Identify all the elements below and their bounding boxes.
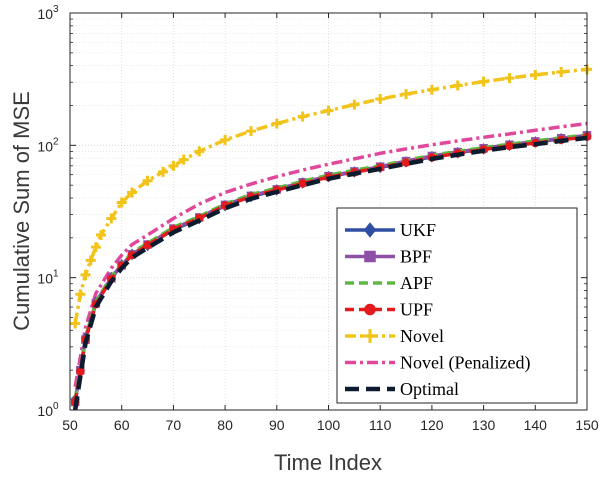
axis-ticks	[69, 12, 588, 411]
x-tick-label: 150	[575, 417, 599, 433]
data-point	[504, 73, 515, 84]
data-point	[90, 242, 101, 253]
y-tick-label: 102	[37, 136, 59, 154]
data-point	[168, 160, 179, 171]
legend-marker	[364, 303, 376, 316]
series-novel-penalized	[73, 121, 588, 388]
data-point	[245, 126, 256, 137]
data-point	[375, 93, 386, 104]
x-tick-label: 50	[62, 417, 78, 433]
y-tick-exponent: 0	[53, 401, 59, 412]
legend-item: UPF	[345, 300, 433, 320]
series-novel	[70, 64, 592, 329]
y-tick-exponent: 1	[53, 269, 59, 280]
legend-marker	[363, 329, 377, 343]
legend: UKF BPF APF UPF Novel Novel (Penalized) Optima…	[336, 207, 578, 404]
series-line	[73, 121, 588, 388]
data-point	[116, 197, 127, 208]
series-line	[72, 135, 588, 411]
data-point	[556, 67, 567, 78]
y-tick-base: 10	[37, 271, 53, 287]
x-tick-label: 130	[472, 417, 496, 433]
legend-label: Optimal	[400, 379, 459, 399]
legend-label: UPF	[400, 300, 433, 320]
y-tick-label: 103	[37, 4, 59, 22]
data-point	[142, 175, 153, 186]
legend-item: UKF	[345, 220, 436, 240]
data-point	[298, 179, 307, 188]
legend-marker	[364, 250, 376, 263]
x-tick-label: 110	[369, 417, 392, 433]
legend-item: Novel (Penalized)	[345, 353, 530, 374]
x-tick-label: 60	[114, 417, 130, 433]
y-tick-base: 10	[37, 6, 53, 22]
data-point	[85, 255, 96, 266]
legend-label: BPF	[400, 247, 432, 267]
data-point	[505, 141, 514, 151]
y-tick-exponent: 3	[53, 4, 59, 15]
legend-item: APF	[345, 273, 433, 293]
legend-label: UKF	[400, 220, 436, 240]
x-tick-label: 100	[317, 417, 341, 433]
x-tick-labels: 50 60 70 80 90 100 110 120 130 140 150	[62, 417, 599, 433]
legend-label: Novel	[400, 326, 444, 346]
data-point	[75, 289, 86, 300]
x-axis-label: Time Index	[274, 450, 382, 475]
data-point	[178, 154, 189, 165]
data-point	[349, 99, 360, 110]
legend-label: APF	[400, 273, 433, 293]
data-point	[106, 213, 117, 224]
data-point	[220, 134, 231, 145]
legend-box	[336, 207, 578, 404]
y-tick-base: 10	[37, 138, 53, 154]
data-point	[80, 269, 91, 280]
data-point	[127, 187, 138, 198]
data-point	[297, 111, 308, 122]
data-point	[143, 240, 152, 250]
x-tick-label: 120	[420, 417, 444, 433]
data-point	[401, 89, 412, 100]
x-tick-label: 70	[166, 417, 182, 433]
x-tick-label: 80	[217, 417, 233, 433]
legend-item: BPF	[345, 247, 432, 267]
data-point	[530, 69, 541, 80]
legend-item: Optimal	[345, 379, 459, 399]
data-point	[452, 80, 463, 91]
data-point	[401, 158, 411, 167]
data-point	[96, 230, 107, 241]
y-tick-label: 100	[37, 401, 59, 419]
data-point	[158, 166, 169, 177]
data-point	[323, 105, 334, 116]
y-tick-exponent: 2	[53, 136, 59, 147]
data-point	[70, 318, 81, 329]
y-tick-base: 10	[37, 403, 53, 419]
data-point	[426, 84, 437, 95]
data-point	[271, 118, 282, 129]
data-point	[478, 76, 489, 87]
y-tick-label: 101	[37, 269, 59, 287]
legend-item: Novel	[345, 326, 444, 346]
series-optimal	[72, 135, 588, 411]
legend-label: Novel (Penalized)	[400, 353, 530, 374]
x-tick-label: 140	[524, 417, 548, 433]
data-point	[76, 367, 85, 376]
data-point	[194, 146, 205, 157]
y-axis-label: Cumulative Sum of MSE	[9, 91, 34, 331]
legend-marker	[363, 222, 377, 238]
x-tick-label: 90	[269, 417, 285, 433]
